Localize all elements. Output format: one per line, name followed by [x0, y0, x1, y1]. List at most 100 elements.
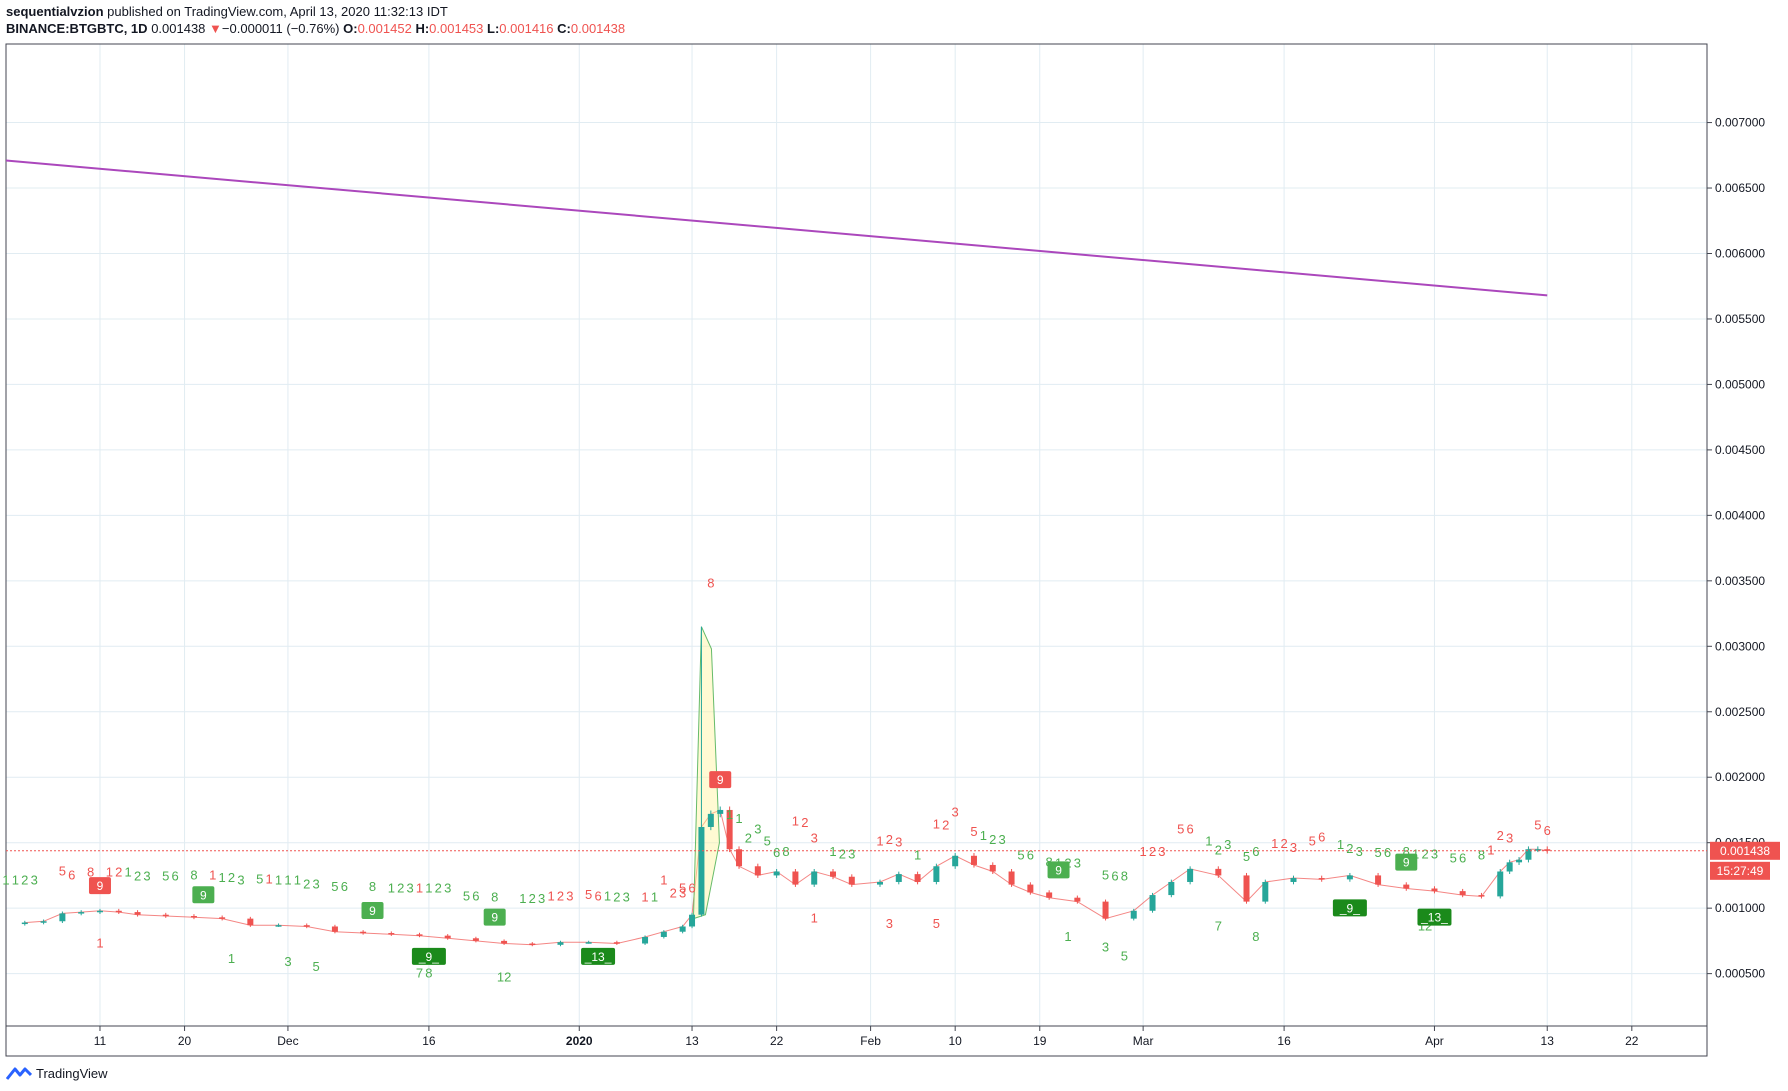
sequential-count-label: 5 [585, 887, 592, 902]
sequential-count-label: 1 [219, 870, 226, 885]
author-name[interactable]: sequentialvzion [6, 4, 104, 19]
sequential-count-label: 1 [980, 828, 987, 843]
sequential-count-label: 8 [190, 867, 197, 882]
sequential-count-label: 3 [1290, 840, 1297, 855]
x-tick-label: Mar [1133, 1034, 1154, 1048]
sequential-count-label: 6 [1459, 850, 1466, 865]
candle-body [952, 855, 959, 867]
candle-body [689, 914, 696, 927]
footer-brand[interactable]: TradingView [6, 1065, 108, 1081]
sequential-count-label: 3 [811, 831, 818, 846]
sequential-count-label: 2 [115, 865, 122, 880]
setup-nine-badge: 9 [1403, 856, 1410, 870]
candle-body [59, 913, 66, 922]
sequential-count-label: 3 [1074, 856, 1081, 871]
sequential-count-label: 1 [829, 844, 836, 859]
sequential-count-label: 1 [641, 890, 648, 905]
sequential-count-label: 3 [895, 835, 902, 850]
sequential-count-label: 3 [444, 880, 451, 895]
sequential-count-label: 3 [754, 822, 761, 837]
trend-line [5, 159, 1548, 297]
y-tick-label: 0.000500 [1715, 967, 1765, 981]
candles[interactable] [21, 626, 1551, 947]
countdown-badge-box [1417, 908, 1452, 926]
close-value: 0.001438 [570, 21, 626, 36]
sequential-count-label: 3 [1158, 844, 1165, 859]
candle-body [1478, 895, 1485, 897]
sequential-count-label: 1 [792, 814, 799, 829]
candle-body [1375, 875, 1382, 885]
symbol-label: BINANCE:BTGBTC, 1D [6, 21, 148, 36]
candle-body [78, 912, 85, 914]
setup-nine-badge-box [709, 771, 732, 789]
setup-nine-badge-box [192, 886, 215, 904]
candle-body [933, 866, 940, 882]
sequential-count-label: 1 [388, 880, 395, 895]
chart-frame [5, 43, 1708, 1057]
publish-info: sequentialvzion published on TradingView… [6, 4, 448, 19]
candle-body [1544, 849, 1551, 851]
y-tick-label: 0.003500 [1715, 574, 1765, 588]
sequential-count-label: 6 [594, 888, 601, 903]
candle-body [40, 921, 47, 923]
sequential-count-label: 2 [839, 846, 846, 861]
sequential-count-label: 8 [425, 966, 432, 981]
candle-body [360, 931, 367, 934]
candle-body [1102, 901, 1109, 919]
sequential-count-label: 3 [679, 886, 686, 901]
sequential-count-label: 2 [989, 832, 996, 847]
candle-body [1534, 849, 1541, 851]
candle-body [1243, 875, 1250, 902]
sequential-count-label: 3 [1224, 837, 1231, 852]
sequential-count-label: 1 [651, 890, 658, 905]
setup-nine-badge: 9 [369, 904, 376, 918]
candle-body [303, 925, 310, 927]
candle-body [642, 936, 649, 944]
sequential-count-label: 1 [519, 891, 526, 906]
countdown-badge: _13_ [1420, 911, 1448, 925]
setup-fills [24, 626, 1548, 946]
x-tick-label: 11 [94, 1034, 107, 1048]
candle-body [848, 876, 855, 885]
candle-body [1525, 849, 1532, 860]
sequential-count-label: 3 [623, 890, 630, 905]
countdown-badge-box [581, 947, 616, 965]
sequential-count-label: 8 [87, 865, 94, 880]
price-axis[interactable]: 0.0005000.0010000.0015000.0020000.002500… [1707, 116, 1765, 981]
grid-lines [6, 44, 1707, 1026]
sequential-count-label: 5 [59, 863, 66, 878]
x-tick-label: Dec [277, 1034, 298, 1048]
sequential-count-label: 2 [1497, 828, 1504, 843]
sequential-count-label: 1 [604, 888, 611, 903]
sequential-count-label: 6 [1544, 823, 1551, 838]
sequential-count-label: 5 [256, 871, 263, 886]
x-tick-label: Apr [1425, 1034, 1444, 1048]
candle-body [1346, 875, 1353, 880]
open-value: 0.001452 [357, 21, 412, 36]
setup-nine-badge: 9 [717, 773, 724, 787]
y-tick-label: 0.005500 [1715, 312, 1765, 326]
sequential-count-label: 1 [914, 848, 921, 863]
sequential-count-label: 6 [68, 867, 75, 882]
countdown-badge: _9_ [418, 950, 439, 964]
sequential-count-label: 1 [1064, 929, 1071, 944]
sequential-count-label: 2 [228, 870, 235, 885]
candle-body [1403, 884, 1410, 889]
candle-body [989, 864, 996, 872]
y-tick-label: 0.007000 [1715, 116, 1765, 130]
time-axis[interactable]: 11 20 Dec 16 2020 13 22 Feb 10 19 Mar 16 Apr 13 22 [94, 1026, 1639, 1048]
sequential-count-label: 1 [2, 873, 9, 888]
sequential-count-label: 8 [369, 879, 376, 894]
sequential-count-label: 8 [1478, 848, 1485, 863]
sequential-count-label: 2 [613, 890, 620, 905]
y-tick-label: 0.004500 [1715, 443, 1765, 457]
countdown-tag [1710, 861, 1770, 880]
candle-body [529, 943, 536, 946]
candle-body [275, 925, 282, 927]
setup-nine-badge: 9 [97, 879, 104, 893]
sequential-count-label: 3 [31, 873, 38, 888]
sequential-count-label: 1 [228, 951, 235, 966]
last-price-tag [1710, 841, 1780, 860]
sequential-count-label: 2 [745, 831, 752, 846]
